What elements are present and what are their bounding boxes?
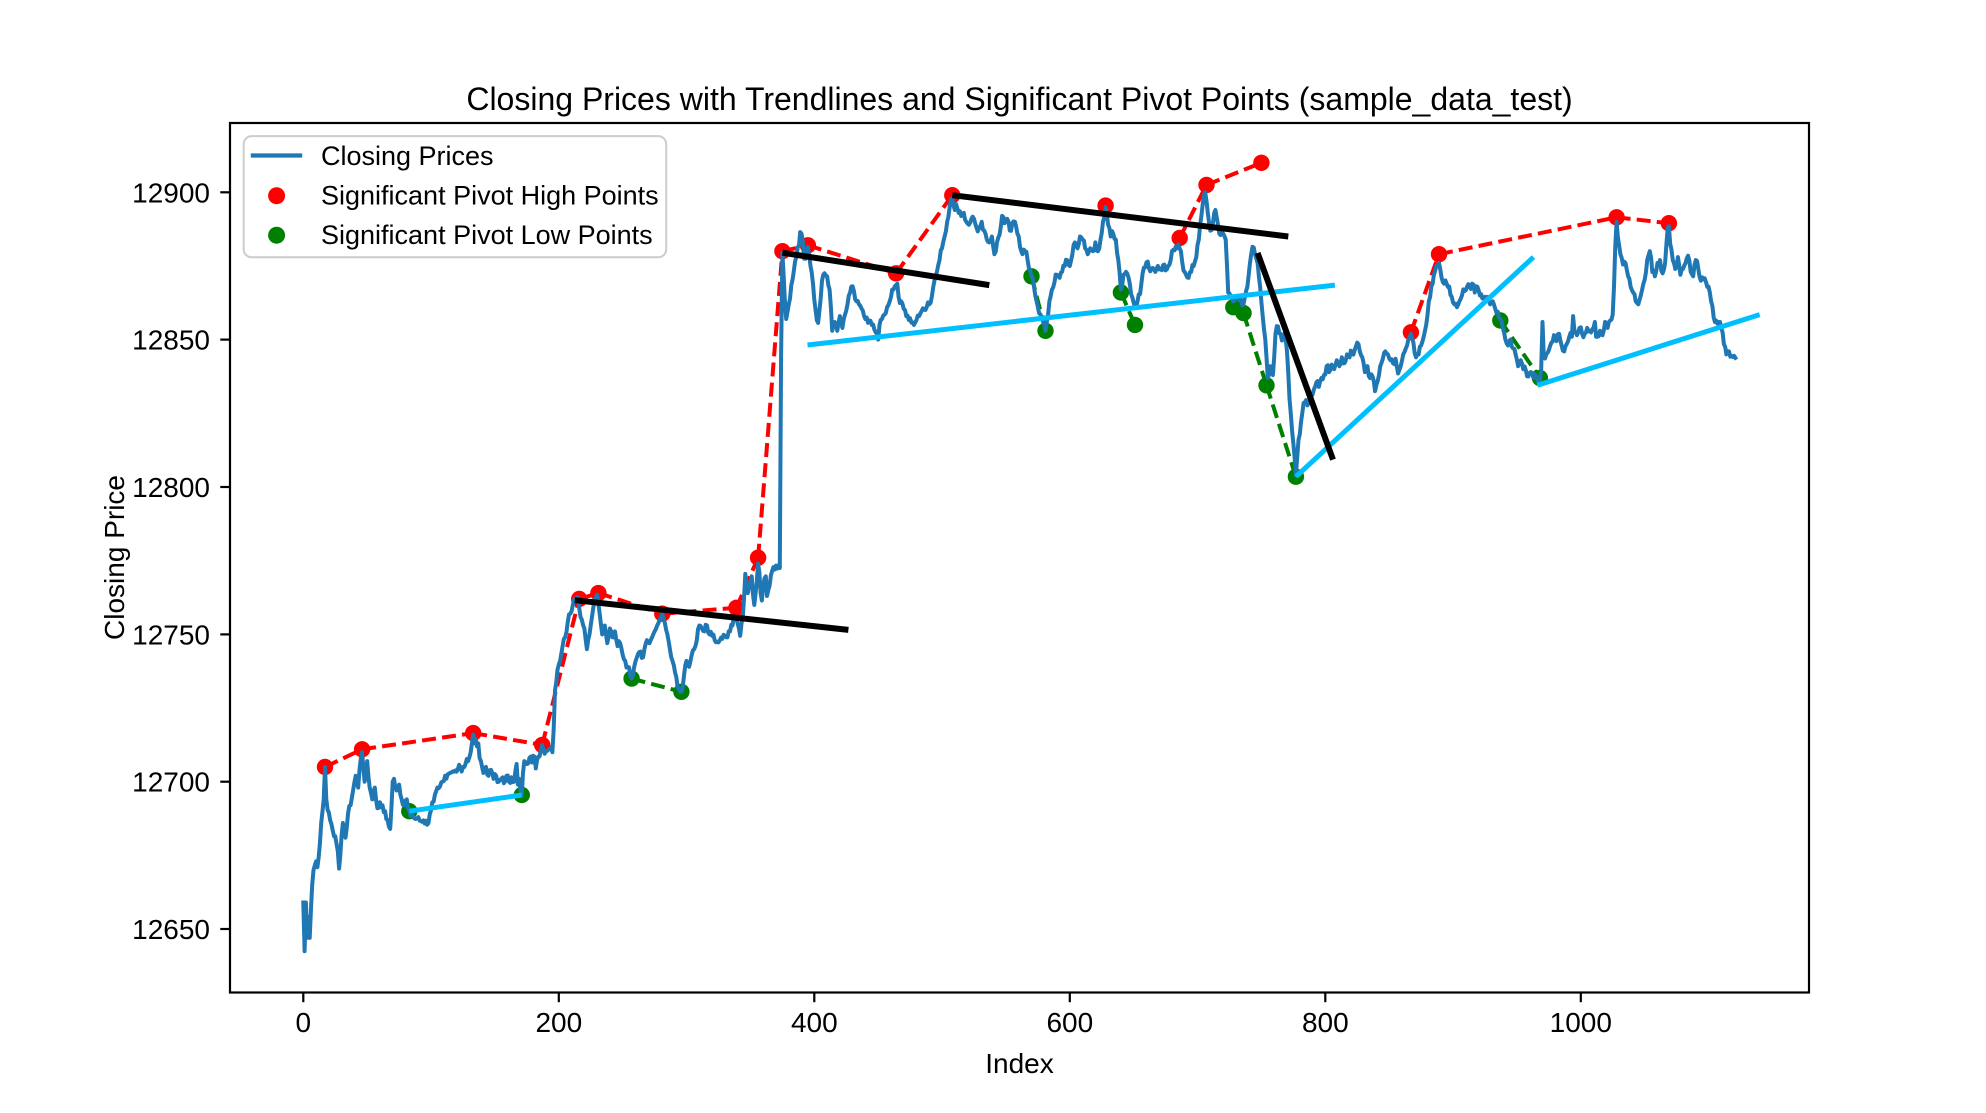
svg-text:Significant Pivot Low Points: Significant Pivot Low Points bbox=[321, 220, 653, 250]
svg-text:Closing Prices with Trendlines: Closing Prices with Trendlines and Signi… bbox=[466, 81, 1572, 117]
svg-text:Closing Prices: Closing Prices bbox=[321, 141, 494, 171]
svg-text:12750: 12750 bbox=[132, 619, 210, 650]
svg-text:Significant Pivot High Points: Significant Pivot High Points bbox=[321, 181, 659, 211]
svg-text:600: 600 bbox=[1046, 1007, 1093, 1038]
svg-text:12900: 12900 bbox=[132, 177, 210, 208]
svg-text:1000: 1000 bbox=[1550, 1007, 1612, 1038]
svg-text:12850: 12850 bbox=[132, 325, 210, 356]
svg-text:Index: Index bbox=[985, 1048, 1054, 1079]
svg-text:400: 400 bbox=[791, 1007, 838, 1038]
svg-text:12700: 12700 bbox=[132, 767, 210, 798]
svg-text:200: 200 bbox=[535, 1007, 582, 1038]
svg-text:Closing Price: Closing Price bbox=[99, 475, 130, 640]
svg-text:800: 800 bbox=[1302, 1007, 1349, 1038]
svg-text:12650: 12650 bbox=[132, 914, 210, 945]
svg-text:0: 0 bbox=[296, 1007, 312, 1038]
svg-text:12800: 12800 bbox=[132, 472, 210, 503]
